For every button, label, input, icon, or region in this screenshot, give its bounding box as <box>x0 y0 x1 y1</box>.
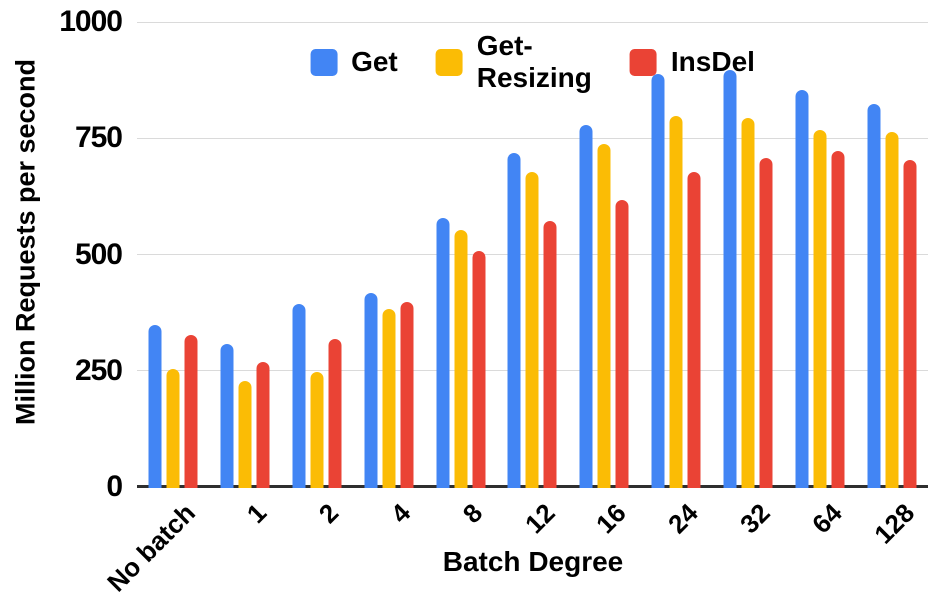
y-tick-label-750: 750 <box>74 121 123 155</box>
bar-get-resizing-8 <box>454 229 468 488</box>
bar-get-resizing-2 <box>310 371 324 488</box>
bar-get-64 <box>795 90 809 488</box>
x-tick-label-no-batch: No batch <box>100 497 201 598</box>
bar-group-32: 32 <box>712 22 784 539</box>
bar-insdel-no-batch <box>184 334 198 488</box>
x-tick-label-12: 12 <box>518 497 561 540</box>
legend-swatch-insdel <box>629 48 657 76</box>
bar-get-4 <box>364 292 378 488</box>
x-tick-label-16: 16 <box>590 497 633 540</box>
bar-insdel-64 <box>831 150 845 488</box>
x-tick-label-1: 1 <box>241 497 273 530</box>
legend-label: Get-Resizing <box>476 30 592 93</box>
bar-insdel-24 <box>687 171 701 488</box>
bar-get-32 <box>723 69 737 488</box>
x-tick-label-4: 4 <box>385 497 417 530</box>
bar-insdel-2 <box>328 339 342 488</box>
bar-groups: No batch 1 2 4 8 12 16 24 32 64 128 <box>101 22 928 597</box>
x-tick-label-32: 32 <box>734 497 777 540</box>
bar-get-resizing-4 <box>382 308 396 488</box>
bar-get-16 <box>579 125 593 488</box>
bar-cluster <box>723 69 773 488</box>
bar-cluster <box>867 104 917 488</box>
bar-insdel-4 <box>400 302 414 488</box>
legend-swatch-get-resizing <box>435 48 463 76</box>
legend-label: InsDel <box>670 46 755 77</box>
legend-label: Get <box>351 46 398 77</box>
bar-group-8: 8 <box>425 22 497 529</box>
y-tick-label-0: 0 <box>106 470 123 503</box>
x-tick-label-128: 128 <box>867 497 920 550</box>
bar-insdel-32 <box>759 157 773 488</box>
bar-insdel-16 <box>615 199 629 488</box>
bar-get-resizing-no-batch <box>166 369 180 488</box>
y-tick-label-1000: 1000 <box>59 5 123 38</box>
bar-group-128: 128 <box>856 22 928 549</box>
bar-get-8 <box>436 218 450 488</box>
bar-get-resizing-128 <box>885 132 899 488</box>
bar-cluster <box>364 292 414 488</box>
bar-insdel-1 <box>256 362 270 488</box>
bar-group-4: 4 <box>353 22 425 529</box>
y-tick-label-250: 250 <box>74 353 123 387</box>
bar-insdel-8 <box>472 250 486 488</box>
bar-get-resizing-24 <box>669 116 683 488</box>
gridline-1000 <box>137 21 928 23</box>
bar-group-24: 24 <box>640 22 712 539</box>
bar-insdel-12 <box>543 220 557 488</box>
bar-get-resizing-32 <box>741 118 755 488</box>
bar-get-12 <box>507 153 521 488</box>
bar-get-24 <box>651 74 665 488</box>
plot-area: Get Get-Resizing InsDel No batch 1 2 4 8 12 16 24… <box>101 21 928 597</box>
bar-insdel-128 <box>903 160 917 488</box>
bar-group-12: 12 <box>497 22 569 539</box>
bar-cluster <box>651 74 701 488</box>
x-tick-label-24: 24 <box>662 497 705 540</box>
x-tick-label-2: 2 <box>313 497 345 530</box>
bar-cluster <box>148 325 198 488</box>
x-tick-label-64: 64 <box>806 497 848 540</box>
bar-cluster <box>579 125 629 488</box>
bar-group-2: 2 <box>281 22 353 529</box>
gridline-750 <box>137 137 928 139</box>
bar-get-1 <box>220 343 234 488</box>
bar-get-resizing-64 <box>813 129 827 488</box>
x-tick-label-8: 8 <box>456 497 489 530</box>
bar-cluster <box>795 90 845 488</box>
bar-get-128 <box>867 104 881 488</box>
bar-cluster <box>436 218 486 488</box>
bar-get-2 <box>292 304 306 488</box>
bar-cluster <box>507 153 557 488</box>
legend-swatch-get <box>310 48 338 76</box>
bar-cluster <box>292 304 342 488</box>
legend-item-get-resizing: Get-Resizing <box>435 30 592 94</box>
bar-group-no-batch: No batch <box>101 22 209 597</box>
bar-group-16: 16 <box>568 22 640 539</box>
bar-get-resizing-12 <box>525 171 539 488</box>
legend-item-insdel: InsDel <box>629 46 755 78</box>
bar-cluster <box>220 343 270 488</box>
y-tick-label-500: 500 <box>74 237 123 271</box>
bar-get-resizing-1 <box>238 381 252 488</box>
bar-get-resizing-16 <box>597 143 611 488</box>
bar-group-1: 1 <box>209 22 281 529</box>
bar-get-no-batch <box>148 325 162 488</box>
legend-item-get: Get <box>310 46 398 78</box>
bar-group-64: 64 <box>784 22 856 539</box>
legend: Get Get-Resizing InsDel <box>310 30 755 94</box>
x-axis-title: Batch Degree <box>442 546 624 577</box>
